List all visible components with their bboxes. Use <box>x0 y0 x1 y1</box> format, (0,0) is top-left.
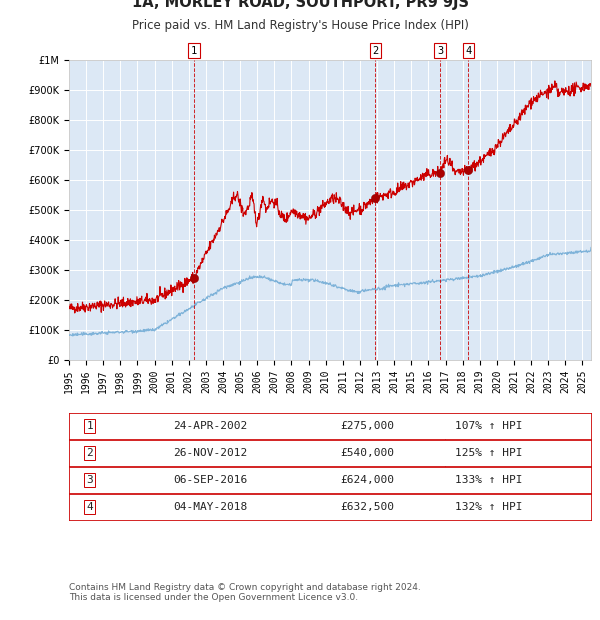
Text: Contains HM Land Registry data © Crown copyright and database right 2024.
This d: Contains HM Land Registry data © Crown c… <box>69 583 421 602</box>
Text: £632,500: £632,500 <box>340 502 394 512</box>
Text: £540,000: £540,000 <box>340 448 394 458</box>
Text: 4: 4 <box>86 502 93 512</box>
Text: HPI: Average price, detached house, Sefton: HPI: Average price, detached house, Seft… <box>107 471 333 480</box>
Text: 1: 1 <box>191 46 197 56</box>
Text: 107% ↑ HPI: 107% ↑ HPI <box>455 421 523 431</box>
Text: 2: 2 <box>372 46 379 56</box>
Text: 26-NOV-2012: 26-NOV-2012 <box>173 448 248 458</box>
Text: Price paid vs. HM Land Registry's House Price Index (HPI): Price paid vs. HM Land Registry's House … <box>131 19 469 32</box>
Text: £275,000: £275,000 <box>340 421 394 431</box>
Text: £624,000: £624,000 <box>340 475 394 485</box>
Text: 24-APR-2002: 24-APR-2002 <box>173 421 248 431</box>
Text: 1A, MORLEY ROAD, SOUTHPORT, PR9 9JS (detached house): 1A, MORLEY ROAD, SOUTHPORT, PR9 9JS (det… <box>107 443 415 453</box>
Text: 04-MAY-2018: 04-MAY-2018 <box>173 502 248 512</box>
Text: 2: 2 <box>86 448 93 458</box>
Text: 125% ↑ HPI: 125% ↑ HPI <box>455 448 523 458</box>
Text: 1: 1 <box>86 421 93 431</box>
Text: 4: 4 <box>466 46 472 56</box>
Text: 3: 3 <box>437 46 443 56</box>
Text: 06-SEP-2016: 06-SEP-2016 <box>173 475 248 485</box>
Text: 1A, MORLEY ROAD, SOUTHPORT, PR9 9JS: 1A, MORLEY ROAD, SOUTHPORT, PR9 9JS <box>131 0 469 10</box>
Text: 132% ↑ HPI: 132% ↑ HPI <box>455 502 523 512</box>
Text: 133% ↑ HPI: 133% ↑ HPI <box>455 475 523 485</box>
Text: 3: 3 <box>86 475 93 485</box>
